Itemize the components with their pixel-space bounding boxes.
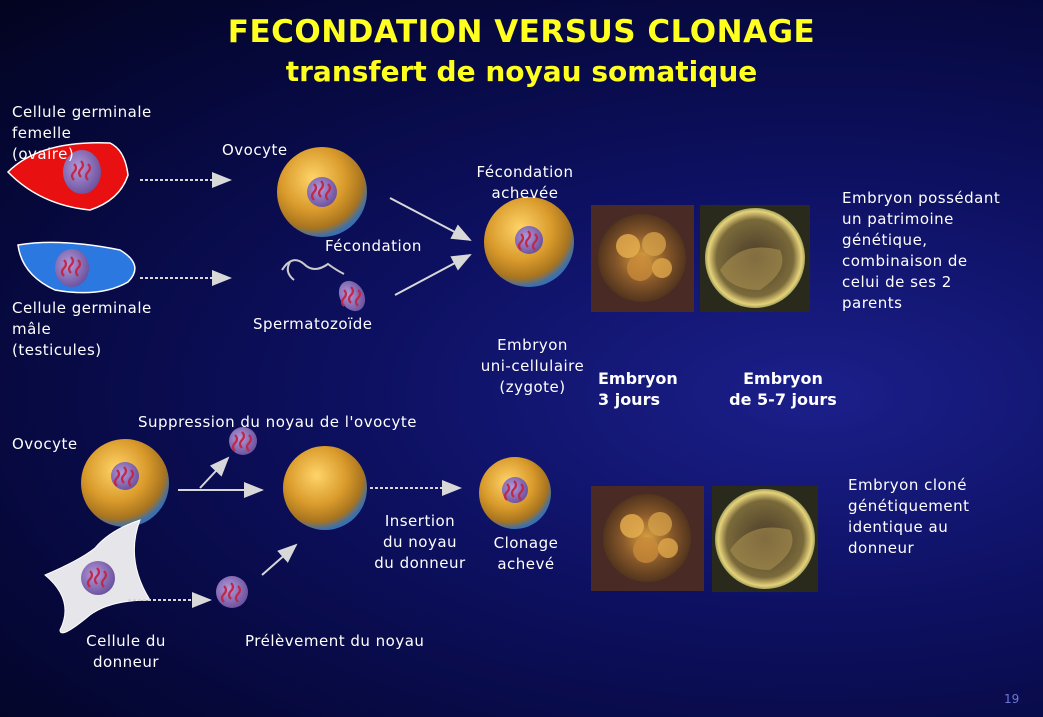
donor-cell xyxy=(44,519,151,634)
page-number: 19 xyxy=(1004,692,1020,706)
enucleated-oocyte xyxy=(283,446,367,530)
label-fertilization-result: Embryon possédant un patrimoine génétiqu… xyxy=(842,189,1001,312)
label-female-germ-cell: Cellule germinale femelle (ovaire) xyxy=(12,103,152,163)
spermatozoid xyxy=(281,259,366,312)
donor-nucleus xyxy=(216,576,248,608)
cloned-embryo-3-days-photo xyxy=(591,486,704,591)
male-germ-cell xyxy=(17,241,136,294)
label-sperm: Spermatozoïde xyxy=(253,315,373,333)
label-oocyte-1: Ovocyte xyxy=(222,141,288,159)
oocyte-1 xyxy=(277,147,367,237)
label-male-germ-cell: Cellule germinale mâle (testicules) xyxy=(12,299,152,359)
oocyte-2 xyxy=(81,439,169,527)
label-nucleus-suppression: Suppression du noyau de l'ovocyte xyxy=(138,413,417,431)
removed-nucleus xyxy=(229,427,257,455)
page-subtitle: transfert de noyau somatique xyxy=(285,55,758,88)
embryo-5-7-days-photo xyxy=(700,205,810,312)
fertilization-arrows xyxy=(140,172,472,296)
label-fecondation: Fécondation xyxy=(325,237,422,255)
label-cloning-result: Embryon cloné génétiquement identique au… xyxy=(848,476,970,557)
zygote xyxy=(484,197,574,287)
label-insertion: Insertion du noyau du donneur xyxy=(374,512,466,572)
label-nucleus-extraction: Prélèvement du noyau xyxy=(245,632,425,650)
label-oocyte-2: Ovocyte xyxy=(12,435,78,453)
label-clonage-done: Clonage achevé xyxy=(493,534,559,573)
label-donor-cell: Cellule du donneur xyxy=(86,632,166,671)
label-fecondation-done: Fécondation achevée xyxy=(476,163,574,202)
female-germ-cell xyxy=(6,141,129,211)
cloned-zygote xyxy=(479,457,551,529)
label-embryo-3-days: Embryon 3 jours xyxy=(598,369,678,409)
cloning-arrows xyxy=(128,456,462,608)
embryo-3-days-photo xyxy=(591,205,694,312)
cloned-embryo-5-7-days-photo xyxy=(712,486,818,592)
label-embryo-5-7-days: Embryon de 5-7 jours xyxy=(729,369,837,409)
page-title: FECONDATION VERSUS CLONAGE xyxy=(227,14,816,50)
label-zygote: Embryon uni-cellulaire (zygote) xyxy=(480,336,585,396)
